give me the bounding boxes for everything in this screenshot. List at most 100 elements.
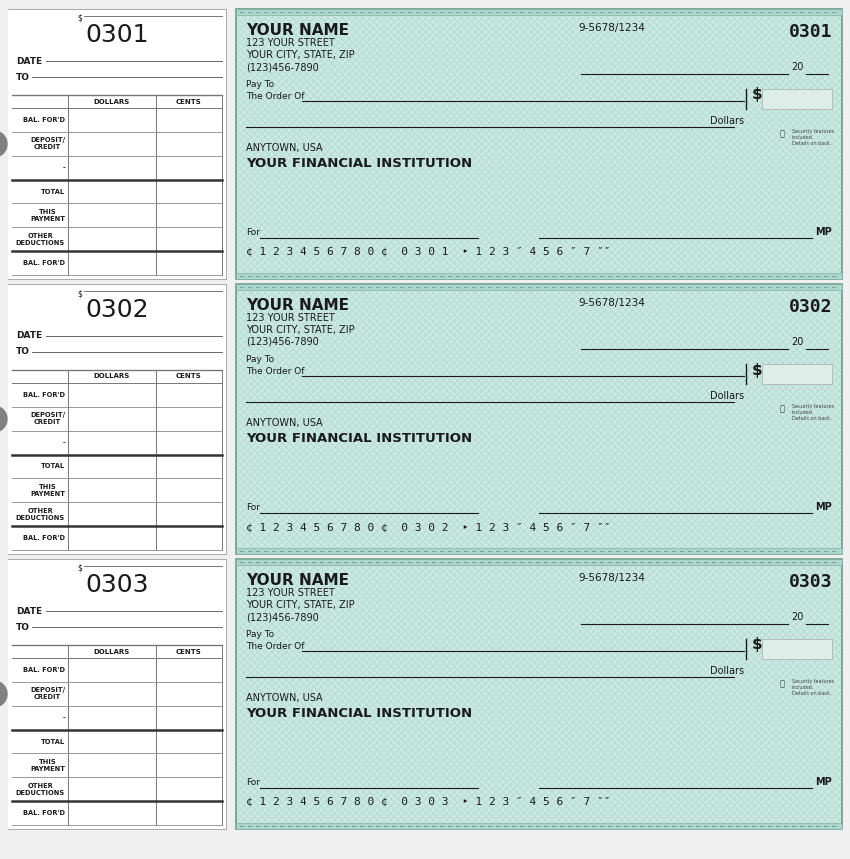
Text: 20: 20	[791, 612, 803, 622]
Text: TO: TO	[16, 623, 30, 631]
Text: $: $	[77, 289, 82, 298]
Bar	[8, 284, 226, 554]
Text: For: For	[246, 228, 260, 237]
Text: DATE: DATE	[16, 57, 42, 65]
Text: YOUR FINANCIAL INSTITUTION: YOUR FINANCIAL INSTITUTION	[246, 432, 472, 445]
Bar	[8, 9, 226, 279]
Text: BAL. FOR'D: BAL. FOR'D	[23, 535, 65, 541]
Bar	[8, 559, 226, 829]
Text: MP: MP	[815, 777, 832, 787]
Text: ANYTOWN, USA: ANYTOWN, USA	[246, 143, 323, 153]
Circle shape	[0, 681, 7, 707]
Text: 9-5678/1234: 9-5678/1234	[578, 23, 645, 33]
Text: DEPOSIT/
CREDIT: DEPOSIT/ CREDIT	[30, 687, 65, 700]
Text: For: For	[246, 503, 260, 512]
Text: TOTAL: TOTAL	[41, 188, 65, 194]
Circle shape	[0, 131, 7, 157]
Bar	[762, 364, 832, 384]
Text: ¢ 1 2 3 4 5 6 7 8 0 ¢  0 3 0 3  ‣ 1 2 3 ″ 4 5 6 ″ 7 ″″: ¢ 1 2 3 4 5 6 7 8 0 ¢ 0 3 0 3 ‣ 1 2 3 ″ …	[246, 797, 610, 807]
Text: DATE: DATE	[16, 606, 42, 616]
Bar	[236, 284, 842, 554]
Text: ANYTOWN, USA: ANYTOWN, USA	[246, 418, 323, 428]
Text: Security features
included.
Details on back.: Security features included. Details on b…	[792, 404, 834, 421]
Text: TOTAL: TOTAL	[41, 464, 65, 470]
Text: (123)456-7890: (123)456-7890	[246, 62, 319, 72]
Bar	[236, 9, 842, 15]
Text: 🔒: 🔒	[780, 679, 785, 688]
Text: ANYTOWN, USA: ANYTOWN, USA	[246, 693, 323, 703]
Text: $: $	[752, 362, 762, 377]
Text: BAL. FOR'D: BAL. FOR'D	[23, 117, 65, 123]
Bar	[762, 89, 832, 109]
Text: YOUR CITY, STATE, ZIP: YOUR CITY, STATE, ZIP	[246, 600, 354, 610]
Text: OTHER
DEDUCTIONS: OTHER DEDUCTIONS	[16, 233, 65, 246]
Text: BAL. FOR'D: BAL. FOR'D	[23, 392, 65, 398]
Text: (123)456-7890: (123)456-7890	[246, 337, 319, 347]
Text: Pay To: Pay To	[246, 80, 274, 89]
Text: -: -	[62, 165, 65, 171]
Text: CENTS: CENTS	[176, 649, 201, 655]
Text: TO: TO	[16, 72, 30, 82]
Text: YOUR NAME: YOUR NAME	[246, 23, 349, 38]
Text: 0301: 0301	[789, 23, 832, 41]
Text: BAL. FOR'D: BAL. FOR'D	[23, 260, 65, 266]
Text: THIS
PAYMENT: THIS PAYMENT	[30, 484, 65, 497]
Text: 20: 20	[791, 62, 803, 72]
Text: Pay To: Pay To	[246, 355, 274, 364]
Bar	[236, 559, 842, 829]
Bar	[236, 559, 842, 829]
Text: Dollars: Dollars	[710, 116, 744, 126]
Text: $: $	[77, 564, 82, 573]
Text: DEPOSIT/
CREDIT: DEPOSIT/ CREDIT	[30, 137, 65, 150]
Bar	[762, 639, 832, 659]
Bar	[236, 9, 842, 279]
Text: $: $	[752, 637, 762, 653]
Text: DATE: DATE	[16, 332, 42, 340]
Bar	[236, 548, 842, 554]
Text: Security features
included.
Details on back.: Security features included. Details on b…	[792, 679, 834, 696]
Text: DOLLARS: DOLLARS	[94, 374, 130, 380]
Text: 0303: 0303	[85, 573, 149, 597]
Text: BAL. FOR'D: BAL. FOR'D	[23, 810, 65, 816]
Text: TOTAL: TOTAL	[41, 739, 65, 745]
Text: 🔒: 🔒	[780, 129, 785, 138]
Text: 0301: 0301	[85, 23, 149, 47]
Text: YOUR NAME: YOUR NAME	[246, 573, 349, 588]
Text: DOLLARS: DOLLARS	[94, 99, 130, 105]
Text: CENTS: CENTS	[176, 374, 201, 380]
Text: BAL. FOR'D: BAL. FOR'D	[23, 667, 65, 673]
Text: 20: 20	[791, 337, 803, 347]
Text: For: For	[246, 778, 260, 787]
Text: OTHER
DEDUCTIONS: OTHER DEDUCTIONS	[16, 508, 65, 521]
Text: YOUR FINANCIAL INSTITUTION: YOUR FINANCIAL INSTITUTION	[246, 707, 472, 720]
Text: -: -	[62, 715, 65, 721]
Bar	[236, 284, 842, 554]
Text: TO: TO	[16, 348, 30, 356]
Text: The Order Of: The Order Of	[246, 642, 304, 651]
Text: CENTS: CENTS	[176, 99, 201, 105]
Text: 0302: 0302	[85, 298, 149, 322]
Text: DOLLARS: DOLLARS	[94, 649, 130, 655]
Text: Security features
included.
Details on back.: Security features included. Details on b…	[792, 129, 834, 145]
Bar	[236, 823, 842, 829]
Text: 🔒: 🔒	[780, 404, 785, 413]
Text: ¢ 1 2 3 4 5 6 7 8 0 ¢  0 3 0 2  ‣ 1 2 3 ″ 4 5 6 ″ 7 ″″: ¢ 1 2 3 4 5 6 7 8 0 ¢ 0 3 0 2 ‣ 1 2 3 ″ …	[246, 522, 610, 532]
Bar	[236, 273, 842, 279]
Text: 0302: 0302	[789, 298, 832, 316]
Text: THIS
PAYMENT: THIS PAYMENT	[30, 758, 65, 772]
Text: 0303: 0303	[789, 573, 832, 591]
Text: -: -	[62, 440, 65, 446]
Text: OTHER
DEDUCTIONS: OTHER DEDUCTIONS	[16, 783, 65, 795]
Text: YOUR NAME: YOUR NAME	[246, 298, 349, 313]
Text: The Order Of: The Order Of	[246, 367, 304, 376]
Text: 123 YOUR STREET: 123 YOUR STREET	[246, 588, 335, 598]
Text: YOUR CITY, STATE, ZIP: YOUR CITY, STATE, ZIP	[246, 325, 354, 335]
Circle shape	[0, 406, 7, 432]
Text: The Order Of: The Order Of	[246, 92, 304, 101]
Text: YOUR FINANCIAL INSTITUTION: YOUR FINANCIAL INSTITUTION	[246, 157, 472, 170]
Text: 9-5678/1234: 9-5678/1234	[578, 573, 645, 583]
Text: $: $	[752, 88, 762, 102]
Text: Dollars: Dollars	[710, 391, 744, 401]
Text: ¢ 1 2 3 4 5 6 7 8 0 ¢  0 3 0 1  ‣ 1 2 3 ″ 4 5 6 ″ 7 ″″: ¢ 1 2 3 4 5 6 7 8 0 ¢ 0 3 0 1 ‣ 1 2 3 ″ …	[246, 247, 610, 257]
Bar	[236, 284, 842, 290]
